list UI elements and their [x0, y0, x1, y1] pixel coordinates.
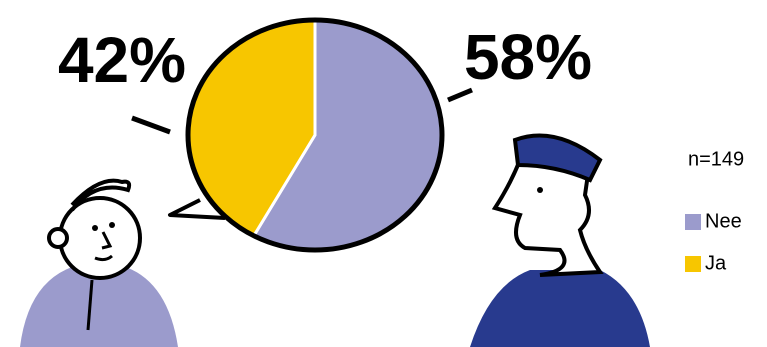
legend-label: Ja	[705, 252, 727, 274]
left-person	[20, 178, 178, 347]
legend-label: Nee	[705, 210, 742, 232]
pointer-line	[447, 87, 473, 103]
percent-label: 42%	[58, 24, 186, 96]
pie-outline	[185, 17, 445, 253]
pointer-line	[131, 115, 171, 135]
right-person	[470, 133, 650, 347]
bubble-tail	[168, 198, 226, 220]
sample-size: n=149	[688, 148, 744, 170]
legend-swatch	[685, 214, 701, 230]
percent-label: 58%	[464, 21, 592, 93]
legend-swatch	[685, 256, 701, 272]
pie	[168, 17, 445, 253]
